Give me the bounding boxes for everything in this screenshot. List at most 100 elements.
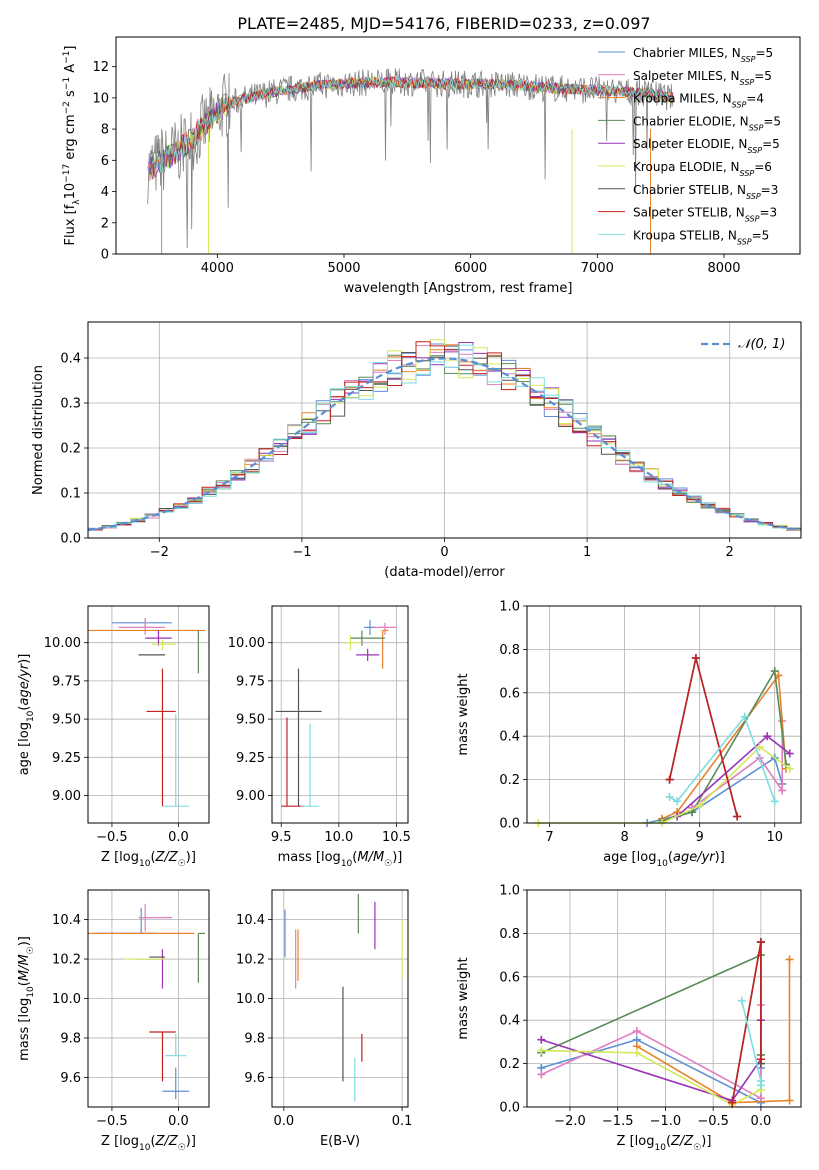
weight-marker bbox=[733, 812, 742, 821]
y-tick-label: 0.0 bbox=[499, 817, 520, 832]
y-tick-label: 0.2 bbox=[60, 442, 81, 457]
axes-mass_vs_Z: −0.5 0.0 9.6 9.8 10.0 10.2 10.4 bbox=[52, 890, 209, 1129]
y-tick-label: 9.6 bbox=[244, 1071, 265, 1086]
legend-label: 𝒩(0, 1) bbox=[738, 337, 785, 352]
x-tick-label: 7 bbox=[545, 830, 553, 845]
axes-frame bbox=[526, 605, 802, 824]
x-tick-label: 9.5 bbox=[271, 830, 292, 845]
y-tick-label: 10.0 bbox=[236, 992, 265, 1007]
y-tick-label: 0.2 bbox=[499, 773, 520, 788]
figure-title: PLATE=2485, MJD=54176, FIBERID=0233, z=0… bbox=[237, 14, 650, 33]
x-tick-label: −0.5 bbox=[697, 1114, 729, 1129]
x-tick-label: −2.0 bbox=[554, 1114, 586, 1129]
weight-marker bbox=[785, 764, 794, 773]
x-axis-label: E(B-V) bbox=[320, 1134, 360, 1149]
x-tick-label: 1 bbox=[583, 545, 591, 560]
x-tick-label: −0.5 bbox=[96, 1114, 128, 1129]
axes-frame bbox=[526, 889, 802, 1108]
y-tick-label: 0.4 bbox=[499, 730, 520, 745]
legend-label: Kroupa STELIB, NSSP=5 bbox=[633, 228, 769, 246]
weight-marker bbox=[770, 797, 779, 806]
age_vs_mass-points bbox=[275, 619, 397, 807]
x-tick-label: 7000 bbox=[581, 261, 614, 276]
x-tick-label: −2 bbox=[150, 545, 169, 560]
y-tick-label: 0.6 bbox=[499, 970, 520, 985]
weight-marker bbox=[673, 797, 682, 806]
y-tick-label: 10.00 bbox=[228, 636, 265, 651]
y-tick-label: 0.1 bbox=[60, 487, 81, 502]
weight-series-line bbox=[540, 953, 762, 1055]
weight-series-line bbox=[541, 1038, 762, 1105]
weight-marker bbox=[756, 938, 765, 947]
y-tick-label: 8 bbox=[101, 123, 109, 138]
x-tick-label: −1 bbox=[292, 545, 311, 560]
y-tick-label: 1.0 bbox=[499, 884, 520, 899]
x-tick-label: 0.0 bbox=[168, 1114, 189, 1129]
weight-marker bbox=[740, 712, 749, 721]
x-axis-label: (data-model)/error bbox=[384, 565, 505, 580]
weight-series-line bbox=[636, 959, 791, 1104]
weight-series-line bbox=[538, 745, 791, 824]
weight-marker bbox=[728, 1098, 737, 1107]
weight-marker bbox=[537, 1035, 546, 1044]
x-axis-label: Z [log10(Z/Z☉)] bbox=[101, 1134, 196, 1153]
x-axis-label: Z [log10(Z/Z☉)] bbox=[617, 1134, 712, 1153]
x-tick-label: −1.0 bbox=[650, 1114, 682, 1129]
y-tick-label: 0.4 bbox=[60, 352, 81, 367]
weight_vs_age-lines bbox=[534, 654, 794, 827]
weight-marker bbox=[770, 667, 779, 676]
x-tick-label: 6000 bbox=[454, 261, 487, 276]
axes-age_vs_Z: −0.5 0.0 9.00 9.25 9.50 9.75 10.00 bbox=[44, 606, 209, 845]
x-axis-label: age [log10(age/yr)] bbox=[603, 850, 725, 869]
weight-marker bbox=[691, 654, 700, 663]
mass_vs_Z-points bbox=[88, 903, 206, 1100]
legend-label: Chabrier ELODIE, NSSP=5 bbox=[633, 114, 781, 131]
y-tick-label: 9.25 bbox=[236, 751, 265, 766]
x-tick-label: 4000 bbox=[201, 261, 234, 276]
legend-label: Chabrier STELIB, NSSP=3 bbox=[633, 183, 778, 201]
y-tick-label: 10.00 bbox=[44, 636, 81, 651]
weight-marker bbox=[537, 1046, 546, 1055]
weight-marker bbox=[755, 743, 764, 752]
observed-spectrum bbox=[147, 68, 674, 249]
y-tick-label: 10.2 bbox=[236, 953, 265, 968]
y-tick-label: 9.00 bbox=[52, 789, 81, 804]
axes-frame bbox=[115, 36, 801, 255]
x-axis-label: Z [log10(Z/Z☉)] bbox=[101, 850, 196, 869]
y-tick-label: 0.8 bbox=[499, 643, 520, 658]
weight-series-line bbox=[541, 1049, 762, 1106]
legend-label: Kroupa MILES, NSSP=4 bbox=[633, 92, 764, 110]
y-tick-label: 2 bbox=[101, 216, 109, 231]
weight-marker bbox=[665, 775, 674, 784]
panels: 4000 5000 6000 7000 8000024681012wavelength … bbox=[17, 36, 802, 1153]
x-axis-label: mass [log10(M/M☉)] bbox=[278, 850, 403, 869]
mass_vs_ebv-points bbox=[284, 893, 403, 1102]
y-axis-label: Normed distribution bbox=[31, 365, 46, 495]
y-tick-label: 12 bbox=[92, 60, 109, 75]
axes-frame bbox=[271, 889, 409, 1108]
y-axis-label: mass [log10(M/M☉)] bbox=[17, 936, 36, 1061]
weight-marker bbox=[632, 1027, 641, 1036]
y-axis-label: Flux [fλ10−17 erg cm−2 s−1 A−1] bbox=[62, 46, 82, 246]
weight-marker bbox=[778, 786, 787, 795]
x-tick-label: 0 bbox=[440, 545, 448, 560]
y-tick-label: 9.6 bbox=[60, 1071, 81, 1086]
histogram-legend: 𝒩(0, 1) bbox=[701, 337, 785, 352]
y-tick-label: 0.8 bbox=[499, 927, 520, 942]
x-tick-label: 2 bbox=[726, 545, 734, 560]
y-tick-label: 0.2 bbox=[499, 1057, 520, 1072]
weight-marker bbox=[756, 1081, 765, 1090]
x-tick-label: 8 bbox=[620, 830, 628, 845]
x-tick-label: 10.5 bbox=[382, 830, 411, 845]
normal-curve bbox=[88, 357, 801, 532]
y-tick-label: 9.25 bbox=[52, 751, 81, 766]
y-tick-label: 9.50 bbox=[52, 713, 81, 728]
x-tick-label: 0.0 bbox=[273, 1114, 294, 1129]
y-axis-label: mass weight bbox=[456, 673, 471, 755]
y-tick-label: 0.0 bbox=[60, 532, 81, 547]
x-tick-label: 10.0 bbox=[324, 830, 353, 845]
weight-marker bbox=[756, 1055, 765, 1064]
y-tick-label: 10 bbox=[92, 91, 109, 106]
axes-frame bbox=[87, 889, 210, 1108]
